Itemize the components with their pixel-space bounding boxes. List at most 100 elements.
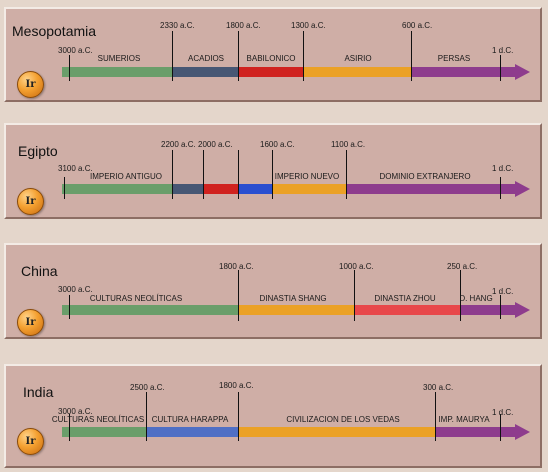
date-tick [272, 150, 273, 199]
date-label: 1 d.C. [492, 46, 514, 55]
date-tick [238, 150, 239, 199]
date-tick [411, 31, 412, 81]
date-tick [346, 150, 347, 199]
period-bar-dominio-extranjero[interactable] [346, 184, 516, 194]
period-bar-cultura-harappa[interactable] [146, 427, 238, 437]
date-tick [69, 414, 70, 441]
date-label: 3100 a.C. [58, 164, 93, 173]
date-label: 1 d.C. [492, 408, 514, 417]
period-label: IMPERIO ANTIGUO [89, 172, 163, 181]
date-label: 1600 a.C. [260, 140, 295, 149]
date-label: 1000 a.C. [339, 262, 374, 271]
period-label: BABILONICO [246, 54, 296, 63]
period-bar-imperio-nuevo[interactable] [272, 184, 346, 194]
panel-china: China Ir 3000 a.C. 1800 a.C. 1000 a.C. 2… [4, 243, 542, 339]
period-label: PERSAS [437, 54, 471, 63]
date-tick [238, 270, 239, 321]
period-bar-imp-maurya[interactable] [435, 427, 516, 437]
panel-title: Egipto [18, 143, 58, 159]
date-tick [69, 295, 70, 319]
timeline-arrowhead [515, 424, 530, 440]
period-bar-navy[interactable] [172, 184, 203, 194]
date-label: 300 a.C. [423, 383, 454, 392]
date-tick [172, 31, 173, 81]
timeline-arrowhead [515, 302, 530, 318]
date-label: 1300 a.C. [291, 21, 326, 30]
date-label: 1100 a.C. [331, 140, 366, 149]
period-bar-culturas-neoliticas[interactable] [62, 305, 238, 315]
period-bar-asirio[interactable] [303, 67, 411, 77]
panel-title: China [21, 263, 58, 279]
date-tick [238, 31, 239, 81]
ir-button[interactable]: Ir [17, 188, 44, 215]
ir-button-label: Ir [25, 436, 36, 447]
ir-button-label: Ir [25, 317, 36, 328]
date-label: 3000 a.C. [58, 46, 93, 55]
period-bar-imperio-antiguo[interactable] [62, 184, 172, 194]
ir-button-label: Ir [25, 196, 36, 207]
period-bar-blue[interactable] [238, 184, 272, 194]
timeline-arrowhead [515, 181, 530, 197]
date-label: 2000 a.C. [198, 140, 233, 149]
date-tick [500, 295, 501, 319]
date-label: 3000 a.C. [58, 285, 93, 294]
date-label: 250 a.C. [447, 262, 478, 271]
period-label: DINASTIA ZHOU [374, 294, 436, 303]
date-label: 1800 a.C. [219, 262, 254, 271]
date-tick [303, 31, 304, 81]
period-bar-civilizacion-vedas[interactable] [238, 427, 435, 437]
period-bar-persas[interactable] [411, 67, 516, 77]
period-label: IMP. MAURYA [438, 415, 490, 424]
date-tick [172, 150, 173, 199]
period-bar-dinastia-zhou[interactable] [354, 305, 460, 315]
period-label: IMPERIO NUEVO [274, 172, 340, 181]
ir-button-label: Ir [25, 79, 36, 90]
panel-title: India [23, 384, 54, 400]
period-bar-culturas-neoliticas[interactable] [62, 427, 146, 437]
date-label: 1 d.C. [492, 164, 514, 173]
date-tick [203, 150, 204, 199]
date-label: 1 d.C. [492, 287, 514, 296]
ir-button[interactable]: Ir [17, 428, 44, 455]
date-tick [146, 392, 147, 441]
date-tick [69, 55, 70, 81]
period-label: CIVILIZACION DE LOS VEDAS [286, 415, 400, 424]
period-label: CULTURAS NEOLÍTICAS [89, 294, 183, 303]
period-bar-red[interactable] [203, 184, 238, 194]
period-label: DOMINIO EXTRANJERO [379, 172, 471, 181]
date-tick [354, 270, 355, 321]
period-bar-acadios[interactable] [172, 67, 238, 77]
date-label: 2330 a.C. [160, 21, 195, 30]
period-bar-d-hang[interactable] [460, 305, 516, 315]
date-label: 1800 a.C. [219, 381, 254, 390]
panel-egipto: Egipto Ir 3100 a.C. 2200 a.C. 2000 a.C. … [4, 123, 542, 219]
panel-india: India Ir 3000 a.C. 2500 a.C. 1800 a.C. 3… [4, 364, 542, 468]
period-label: DINASTIA SHANG [259, 294, 327, 303]
date-tick [238, 392, 239, 441]
timeline-arrowhead [515, 64, 530, 80]
period-label: D. HANG [459, 294, 493, 303]
date-label: 2200 a.C. [161, 140, 196, 149]
period-label: ACADIOS [187, 54, 225, 63]
period-label: ASIRIO [344, 54, 372, 63]
period-bar-babilonico[interactable] [238, 67, 303, 77]
date-tick [64, 177, 65, 199]
ir-button[interactable]: Ir [17, 71, 44, 98]
date-label: 600 a.C. [402, 21, 433, 30]
date-tick [460, 270, 461, 321]
ir-button[interactable]: Ir [17, 309, 44, 336]
date-label: 2500 a.C. [130, 383, 165, 392]
period-bar-sumerios[interactable] [62, 67, 172, 77]
date-label: 3000 a.C. [58, 407, 93, 416]
date-tick [500, 177, 501, 199]
period-label: CULTURAS NEOLÍTICAS [51, 415, 145, 424]
date-tick [435, 392, 436, 441]
panel-title: Mesopotamia [12, 23, 97, 39]
period-bar-dinastia-shang[interactable] [238, 305, 354, 315]
panel-mesopotamia: Mesopotamia Ir 3000 a.C. 2330 a.C. 1800 … [4, 7, 542, 102]
date-tick [500, 55, 501, 81]
period-label: SUMERIOS [97, 54, 141, 63]
date-label: 1800 a.C. [226, 21, 261, 30]
date-tick [500, 414, 501, 441]
period-label: CULTURA HARAPPA [151, 415, 229, 424]
